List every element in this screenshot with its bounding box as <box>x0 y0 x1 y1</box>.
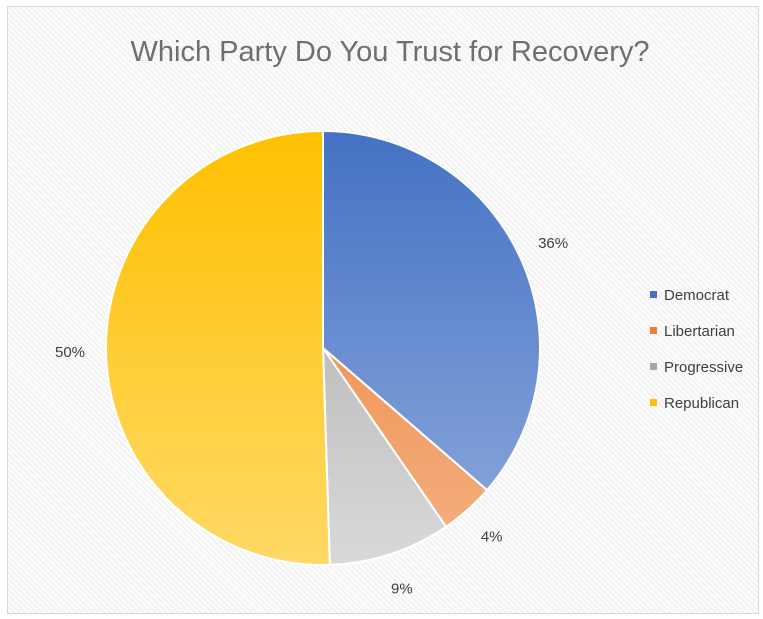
legend-label-libertarian: Libertarian <box>664 323 735 340</box>
pie-slice-democrat <box>322 129 541 492</box>
legend-label-republican: Republican <box>664 395 739 412</box>
legend-label-democrat: Democrat <box>664 287 730 304</box>
pie-slices <box>104 129 541 566</box>
legend-item-progressive: Progressive <box>650 359 743 376</box>
legend-item-republican: Republican <box>650 395 739 412</box>
data-label-progressive: 9% <box>391 580 413 597</box>
data-label-republican: 50% <box>55 344 85 361</box>
data-labels: 36% 4% 9% 50% <box>55 235 568 598</box>
pie-slice-republican <box>104 129 331 566</box>
data-label-libertarian: 4% <box>481 529 503 546</box>
legend-swatch-progressive <box>650 363 657 370</box>
pie-slice-progressive <box>321 344 448 566</box>
legend-swatch-democrat <box>650 291 657 298</box>
legend-swatch-libertarian <box>650 327 657 334</box>
legend-label-progressive: Progressive <box>664 359 743 376</box>
legend-item-democrat: Democrat <box>650 287 730 304</box>
legend-swatch-republican <box>650 399 657 406</box>
legend-item-libertarian: Libertarian <box>650 323 735 340</box>
data-label-democrat: 36% <box>538 235 568 252</box>
chart-title: Which Party Do You Trust for Recovery? <box>131 36 650 68</box>
legend: Democrat Libertarian Progressive Republican <box>650 287 743 412</box>
